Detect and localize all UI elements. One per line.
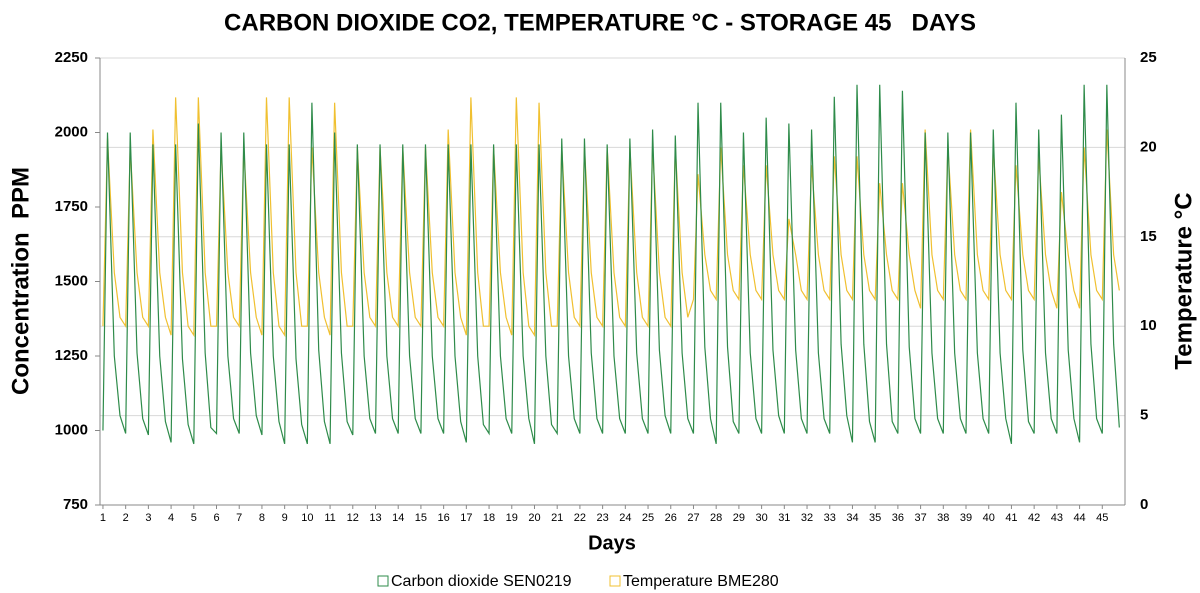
x-tick-label: 7 xyxy=(236,512,242,524)
x-tick-label: 15 xyxy=(415,512,427,524)
y-axis-label: Concentration PPM xyxy=(7,167,34,395)
chart-title: CARBON DIOXIDE CO2, TEMPERATURE °C - STO… xyxy=(224,9,976,36)
x-tick-label: 16 xyxy=(438,512,450,524)
x-tick-label: 25 xyxy=(642,512,654,524)
x-tick-label: 14 xyxy=(392,512,404,524)
x-tick-label: 13 xyxy=(369,512,381,524)
x-tick-label: 21 xyxy=(551,512,563,524)
x-tick-label: 33 xyxy=(824,512,836,524)
x-tick-label: 12 xyxy=(347,512,359,524)
y-tick-label: 750 xyxy=(63,496,88,513)
data-line xyxy=(102,97,1120,338)
x-tick-label: 10 xyxy=(301,512,313,524)
x-tick-label: 8 xyxy=(259,512,265,524)
x-tick-label: 34 xyxy=(846,512,858,524)
x-tick-label: 23 xyxy=(596,512,608,524)
legend-label: Carbon dioxide SEN0219 xyxy=(391,573,572,590)
legend-label: Temperature BME280 xyxy=(623,573,779,590)
x-tick-label: 6 xyxy=(213,512,219,524)
y2-tick-label: 10 xyxy=(1140,317,1157,334)
x-tick-label: 44 xyxy=(1073,512,1085,524)
y2-tick-label: 0 xyxy=(1140,496,1148,513)
x-tick-label: 20 xyxy=(528,512,540,524)
x-tick-label: 32 xyxy=(801,512,813,524)
y-tick-label: 1000 xyxy=(55,421,88,438)
data-line xyxy=(102,84,1120,445)
y2-tick-label: 15 xyxy=(1140,228,1157,245)
x-tick-label: 24 xyxy=(619,512,631,524)
x-tick-label: 4 xyxy=(168,512,174,524)
x-tick-label: 27 xyxy=(687,512,699,524)
x-tick-label: 3 xyxy=(145,512,151,524)
x-tick-label: 22 xyxy=(574,512,586,524)
y-tick-label: 1750 xyxy=(55,198,88,215)
x-tick-label: 31 xyxy=(778,512,790,524)
x-tick-label: 11 xyxy=(324,512,335,524)
y2-tick-label: 25 xyxy=(1140,49,1157,66)
x-tick-label: 1 xyxy=(100,512,106,524)
x-tick-label: 40 xyxy=(983,512,995,524)
x-tick-label: 37 xyxy=(914,512,926,524)
x-tick-label: 43 xyxy=(1051,512,1063,524)
y2-tick-label: 5 xyxy=(1140,407,1148,424)
x-tick-label: 9 xyxy=(282,512,288,524)
y-tick-label: 1250 xyxy=(55,347,88,364)
x-tick-label: 36 xyxy=(892,512,904,524)
x-tick-label: 28 xyxy=(710,512,722,524)
legend-marker xyxy=(609,575,621,587)
y-tick-label: 1500 xyxy=(55,272,88,289)
x-tick-label: 5 xyxy=(191,512,197,524)
x-tick-label: 19 xyxy=(506,512,518,524)
y2-axis-label: Temperature °C xyxy=(1170,192,1197,369)
x-tick-label: 45 xyxy=(1096,512,1108,524)
x-tick-label: 18 xyxy=(483,512,495,524)
y-tick-label: 2000 xyxy=(55,123,88,140)
y-tick-label: 2250 xyxy=(55,49,88,66)
x-tick-label: 42 xyxy=(1028,512,1040,524)
y2-tick-label: 20 xyxy=(1140,138,1157,155)
x-axis-label: Days xyxy=(588,532,636,554)
x-tick-label: 35 xyxy=(869,512,881,524)
x-tick-label: 17 xyxy=(460,512,472,524)
x-tick-label: 39 xyxy=(960,512,972,524)
x-tick-label: 38 xyxy=(937,512,949,524)
x-tick-label: 2 xyxy=(123,512,129,524)
legend-marker xyxy=(377,575,389,587)
x-tick-label: 30 xyxy=(755,512,767,524)
x-tick-label: 41 xyxy=(1005,512,1017,524)
x-tick-label: 26 xyxy=(665,512,677,524)
x-tick-label: 29 xyxy=(733,512,745,524)
